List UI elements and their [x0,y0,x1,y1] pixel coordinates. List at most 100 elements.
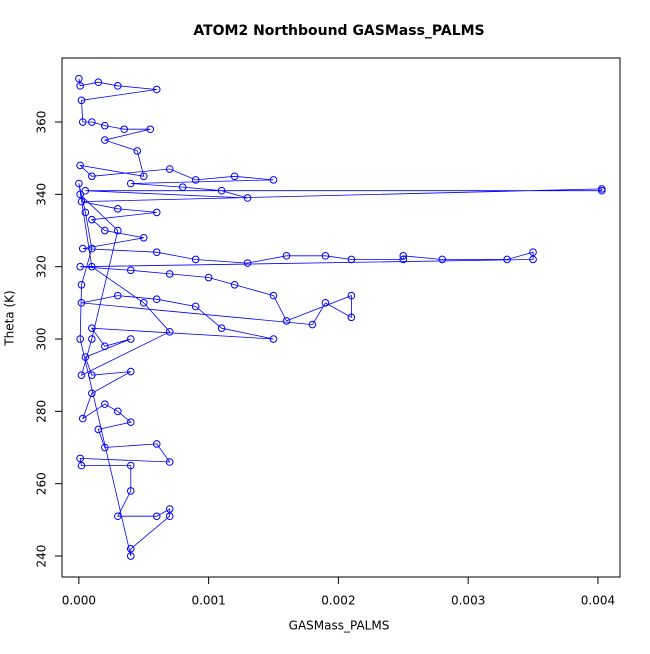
data-point [126,335,135,343]
data-point [88,371,96,379]
data-point [88,215,96,224]
data-point [114,407,122,416]
data-point [321,252,330,260]
data-point [529,255,537,264]
data-point [78,118,87,126]
data-point [114,512,122,521]
data-point [126,367,135,376]
y-tick-label: 320 [35,255,49,278]
data-point [78,244,87,253]
x-tick-label: 0.004 [581,594,615,608]
data-point [76,335,84,343]
data-point [217,186,226,195]
data-point [269,176,278,184]
data-point [126,552,135,560]
data-point [88,172,96,181]
data-point [269,291,278,300]
data-point [76,454,84,463]
data-point [529,248,537,257]
data-point [165,512,174,521]
data-point [77,280,86,289]
data-point [204,273,213,282]
data-point [76,262,84,271]
data-point [114,226,122,235]
data-point [76,161,84,170]
data-point [243,194,252,202]
data-point [101,443,109,452]
y-tick-label: 240 [35,545,49,568]
data-point [139,233,148,242]
data-point [114,291,122,300]
data-point [243,259,252,267]
data-point [77,371,86,379]
data-point [321,299,330,307]
data-point [191,302,200,311]
data-point [191,255,200,264]
data-point [598,185,606,193]
y-tick-label: 300 [35,328,49,351]
data-point [126,418,135,427]
data-point [101,121,109,130]
plot-box [61,57,621,578]
data-point [94,78,103,87]
data-point [503,255,511,264]
data-point [165,165,174,173]
data-point [191,176,200,184]
data-point [88,118,96,126]
y-tick-label: 260 [35,472,49,495]
data-point [165,327,174,336]
x-tick-label: 0.000 [62,594,96,608]
x-axis-label: GASMass_PALMS [289,619,390,633]
data-point [347,291,356,300]
data-point [165,458,174,466]
data-point [101,400,109,408]
x-tick-label: 0.001 [191,594,225,608]
y-tick-label: 280 [35,400,49,423]
data-point [152,248,161,257]
data-point [120,125,129,134]
data-point [88,335,96,343]
data-point [75,179,83,188]
data-point [165,505,174,513]
data-point [77,197,86,206]
data-point [178,183,187,191]
data-point [152,512,161,521]
data-line [78,78,603,557]
data-point [81,186,90,195]
data-point [77,96,86,105]
data-point [347,313,356,322]
data-point [114,82,122,90]
data-point [88,389,96,398]
data-point [76,190,84,199]
data-point [88,324,96,332]
data-point [399,252,408,260]
data-point [133,147,142,155]
data-point [78,414,87,423]
data-point [126,544,135,553]
x-tick-label: 0.002 [321,594,355,608]
data-point [146,125,155,134]
data-point [217,324,226,332]
x-tick-label: 0.003 [451,594,485,608]
data-point [282,317,291,325]
data-point [165,270,174,278]
data-point [152,85,161,94]
data-point [139,172,148,181]
data-point [152,295,161,304]
data-point [152,208,161,217]
data-point [282,252,291,260]
data-point [94,425,103,434]
data-point [399,255,408,264]
data-point [76,82,84,90]
data-point [114,205,122,213]
data-point [126,487,135,495]
data-point [139,299,148,307]
data-point [101,136,109,144]
data-point [101,226,109,235]
data-point [75,74,83,83]
data-point [88,244,96,253]
data-point [347,255,356,264]
data-point [88,262,96,271]
